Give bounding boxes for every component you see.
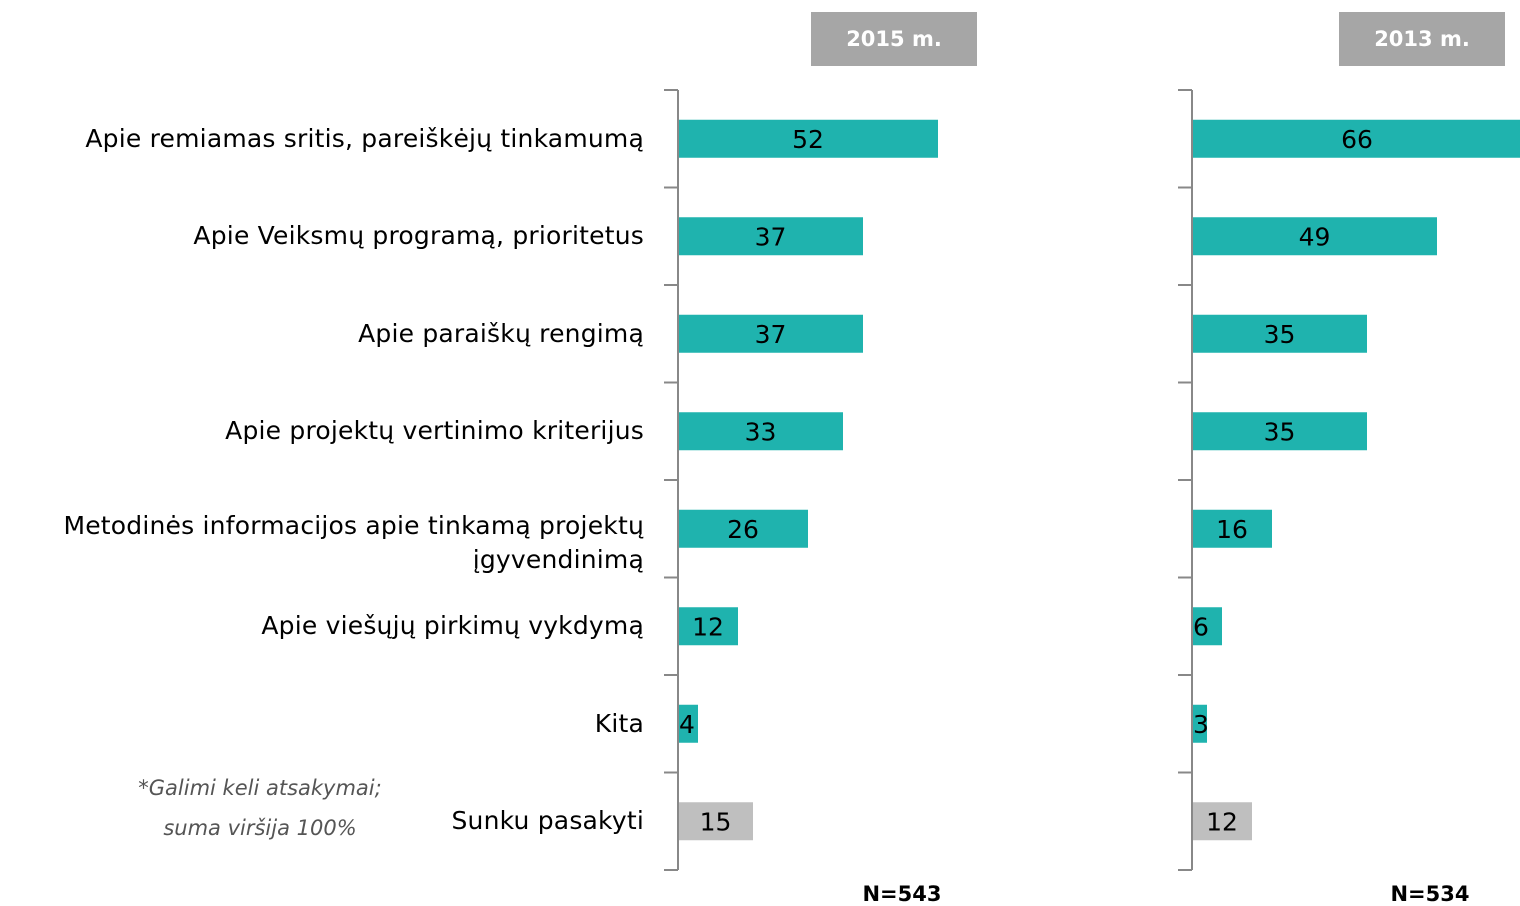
category-label: Apie viešųjų pirkimų vykdymą: [261, 611, 644, 641]
value-label: 49: [1299, 222, 1331, 251]
category-label: Kita: [594, 708, 644, 738]
annotation: suma viršija 100%: [163, 816, 357, 840]
value-label: 26: [727, 515, 759, 544]
category-label: Metodinės informacijos apie tinkamą proj…: [63, 510, 644, 574]
value-label: 4: [679, 710, 695, 739]
panel-subtitle: N=543: [862, 882, 941, 906]
value-label: 6: [1193, 612, 1209, 641]
bar: [1192, 607, 1222, 646]
bar: [1192, 802, 1252, 841]
category-label: Sunku pasakyti: [451, 806, 644, 836]
bar: [678, 802, 753, 841]
bar: [678, 119, 938, 158]
bar: [678, 509, 808, 548]
bar: [1192, 509, 1272, 548]
bar: [678, 704, 698, 743]
category-label: Apie Veiksmų programą, prioritetus: [193, 221, 644, 251]
value-label: 15: [700, 807, 732, 836]
value-label: 66: [1341, 125, 1373, 154]
bar: [1192, 217, 1437, 256]
value-label: 37: [755, 320, 787, 349]
title-box: [811, 12, 977, 66]
value-label: 12: [1206, 807, 1238, 836]
value-label: 33: [745, 417, 777, 446]
value-label: 37: [755, 222, 787, 251]
value-label: 52: [792, 125, 824, 154]
value-label: 35: [1264, 417, 1296, 446]
value-label: 16: [1216, 515, 1248, 544]
panel-title: 2013 m.: [1374, 27, 1470, 51]
bar: [678, 217, 863, 256]
bar: [1192, 704, 1207, 743]
title-box: [1339, 12, 1505, 66]
annotation: *Galimi keli atsakymai;: [138, 776, 382, 800]
panel-title: 2015 m.: [846, 27, 942, 51]
value-label: 3: [1193, 710, 1209, 739]
category-label: Apie remiamas sritis, pareiškėjų tinkamu…: [85, 123, 644, 153]
category-label: Apie paraiškų rengimą: [358, 318, 644, 348]
category-label: Apie projektų vertinimo kriterijus: [225, 416, 644, 446]
bar: [1192, 119, 1520, 158]
panel-subtitle: N=534: [1390, 882, 1469, 906]
value-label: 12: [692, 612, 724, 641]
bar: [678, 314, 863, 353]
bar: [678, 607, 738, 646]
value-label: 35: [1264, 320, 1296, 349]
bar: [1192, 412, 1367, 451]
bar: [1192, 314, 1367, 353]
bar: [678, 412, 843, 451]
